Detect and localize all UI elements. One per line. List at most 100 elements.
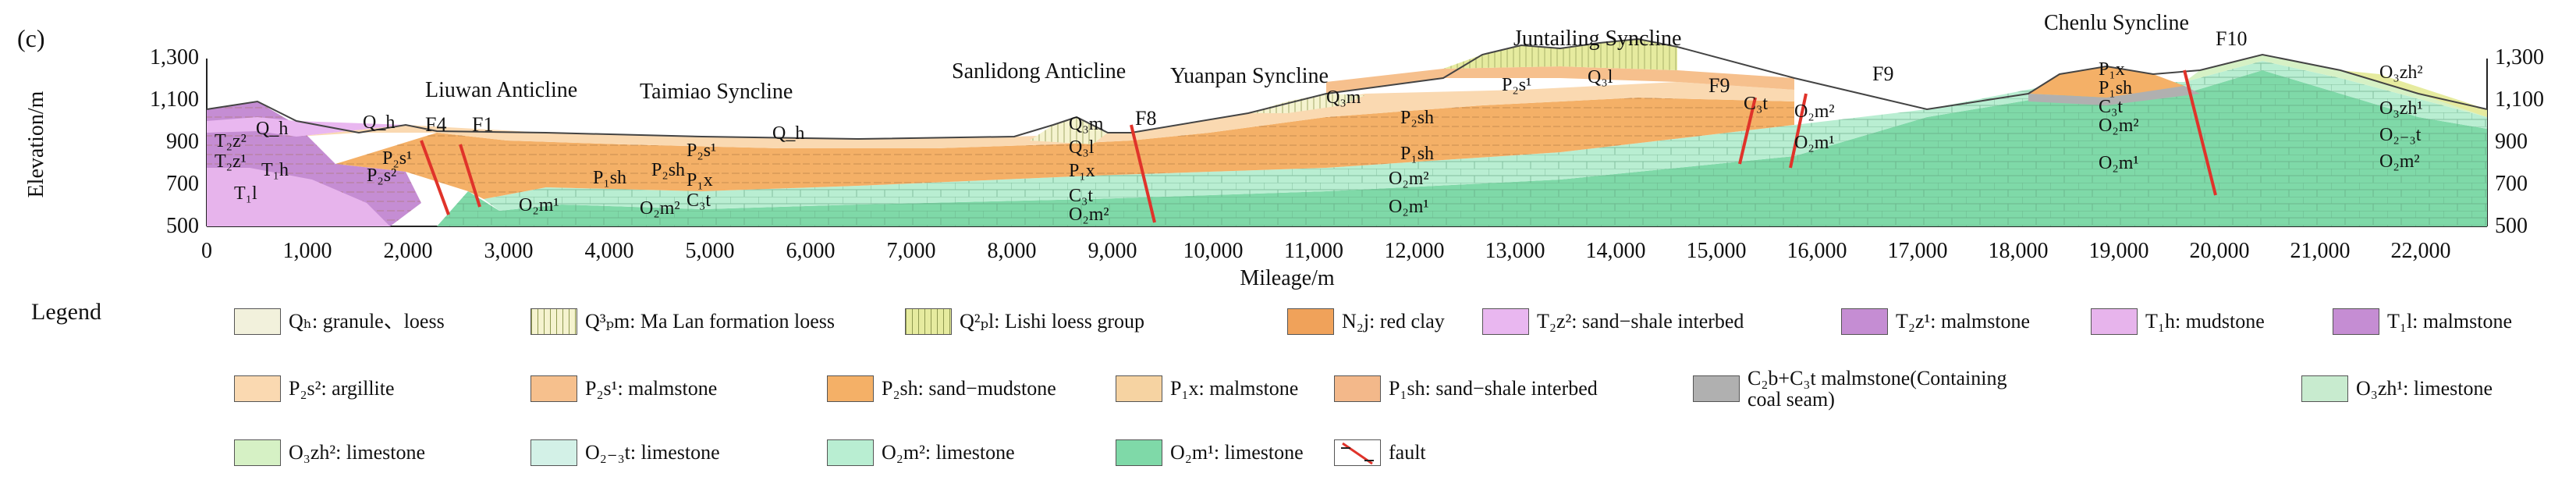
structure-label: Liuwan Anticline <box>425 78 577 102</box>
y-tick: 900 <box>166 130 199 154</box>
x-tick: 19,000 <box>2089 239 2149 263</box>
fault-F1 <box>459 144 481 208</box>
x-axis-label: Mileage/m <box>1240 266 1335 290</box>
x-tick: 9,000 <box>1088 239 1137 263</box>
unit-label: C₃t <box>1069 186 1093 206</box>
y-tick: 1,100 <box>2495 87 2544 112</box>
unit-label: O₂m² <box>2099 116 2139 136</box>
unit-label: O₃zh² <box>2379 62 2423 83</box>
legend-item: T₁h: mudstone <box>2091 306 2265 337</box>
unit-loess-juntailing-lines <box>1443 39 1677 70</box>
y-axis-label: Elevation/m <box>24 91 48 197</box>
unit-loess-yuanpan-lines <box>1248 94 1365 113</box>
legend-swatch <box>1334 439 1381 466</box>
legend-swatch <box>530 375 577 402</box>
legend-title: Legend <box>31 299 101 325</box>
x-tick: 12,000 <box>1385 239 1445 263</box>
legend-swatch <box>234 439 281 466</box>
legend-item: T₂z²: sand−shale interbed <box>1482 306 1744 337</box>
legend-label: O₃zh¹: limestone <box>2356 377 2493 400</box>
unit-label: P₂sh <box>1400 108 1434 128</box>
unit-label: Q₃m <box>1326 87 1361 108</box>
fault-labels: F4 F1 F8 F9 F9 F10 <box>425 27 2247 136</box>
legend-label: T₁h: mudstone <box>2145 310 2265 333</box>
y-tick: 700 <box>166 172 199 196</box>
fault-F9-east <box>1789 93 1808 169</box>
legend-label: P₂s¹: malmstone <box>585 377 718 400</box>
y-ticks-left: 500 700 900 1,100 1,300 <box>150 45 199 238</box>
unit-label: T₁h <box>261 160 289 180</box>
x-tick: 1,000 <box>283 239 332 263</box>
fault-F9-west <box>1738 97 1757 165</box>
unit-label: P₂s¹ <box>1502 75 1531 95</box>
unit-labels: T₂z² Q_h Q_h T₂z¹ T₁h T₁l P₂s² P₂s¹ P₁sh… <box>215 59 2423 225</box>
ground-surface <box>206 37 2488 141</box>
y-tick: 500 <box>2495 214 2528 238</box>
legend-item: P₂s²: argillite <box>234 373 395 404</box>
legend-swatch <box>1482 308 1529 335</box>
structure-label: Yuanpan Syncline <box>1170 64 1329 88</box>
x-tick: 7,000 <box>887 239 936 263</box>
legend-swatch <box>530 439 577 466</box>
structure-labels: Liuwan Anticline Taimiao Syncline Sanlid… <box>425 11 2189 104</box>
legend-label: P₁x: malmstone <box>1170 377 1299 400</box>
x-tick: 13,000 <box>1485 239 1545 263</box>
legend-swatch <box>2333 308 2379 335</box>
unit-label: O₂m² <box>1069 205 1109 225</box>
fault-F10 <box>2183 69 2217 196</box>
legend-label: O₂m²: limestone <box>882 441 1015 464</box>
unit-label: P₁x <box>687 170 713 190</box>
structure-label: Taimiao Syncline <box>640 80 793 104</box>
legend-item: N₂j: red clay <box>1287 306 1445 337</box>
legend-swatch <box>1116 375 1162 402</box>
unit-O2m1-hatch <box>437 70 2487 226</box>
x-tick: 4,000 <box>585 239 634 263</box>
unit-label: O₂m² <box>1794 101 1835 122</box>
unit-T2z2 <box>207 117 406 137</box>
legend-swatch <box>1693 375 1740 402</box>
legend-label: P₂sh: sand−mudstone <box>882 377 1056 400</box>
x-tick: 8,000 <box>988 239 1037 263</box>
legend-label: T₂z¹: malmstone <box>1896 310 2031 333</box>
fault-F4 <box>420 140 450 215</box>
x-tick: 11,000 <box>1284 239 1343 263</box>
unit-label: P₁x <box>2099 59 2125 80</box>
legend-item: P₁sh: sand−shale interbed <box>1334 373 1598 404</box>
unit-label: O₂m¹ <box>2099 153 2139 173</box>
unit-label: Q_h <box>772 123 804 144</box>
unit-label: C₃t <box>2099 97 2123 117</box>
legend-swatch <box>827 375 874 402</box>
legend-label: T₂z²: sand−shale interbed <box>1537 310 1744 333</box>
unit-label: O₂m² <box>1389 169 1429 189</box>
legend-item: T₂z¹: malmstone <box>1841 306 2030 337</box>
y-tick: 1,300 <box>2495 45 2544 69</box>
unit-label: C₃t <box>1744 94 1768 114</box>
legend-swatch <box>1287 308 1334 335</box>
fault-label: F8 <box>1135 107 1156 130</box>
unit-label: T₁l <box>234 183 257 204</box>
unit-P2sh-hatch <box>335 98 1794 199</box>
x-tick: 3,000 <box>484 239 534 263</box>
legend-item: fault <box>1334 437 1426 468</box>
y-ticks-right: 500 700 900 1,100 1,300 <box>2495 45 2544 238</box>
x-tick: 21,000 <box>2290 239 2351 263</box>
unit-label: C₃t <box>687 190 711 211</box>
unit-label: O₂m¹ <box>1389 197 1429 217</box>
y-tick: 1,100 <box>150 87 199 112</box>
legend-item: C₂b+C₃t malmstone(Containing coal seam) <box>1693 365 2044 412</box>
x-tick: 2,000 <box>384 239 433 263</box>
unit-P2s1 <box>1326 66 1794 94</box>
fault-label: F9 <box>1872 62 1893 85</box>
unit-label: P₂s¹ <box>382 148 412 169</box>
unit-label: Q_h <box>256 119 288 139</box>
unit-loess-sanlidong-lines <box>1030 117 1108 144</box>
x-tick: 0 <box>201 239 212 263</box>
legend-label: O₂₋₃t: limestone <box>585 441 720 464</box>
unit-label: P₁x <box>1069 161 1095 181</box>
legend-label: O₂m¹: limestone <box>1170 441 1304 464</box>
legend-label: fault <box>1389 441 1426 464</box>
fault-label: F10 <box>2216 27 2247 50</box>
unit-label: O₃zh¹ <box>2379 98 2423 119</box>
legend-swatch <box>905 308 952 335</box>
